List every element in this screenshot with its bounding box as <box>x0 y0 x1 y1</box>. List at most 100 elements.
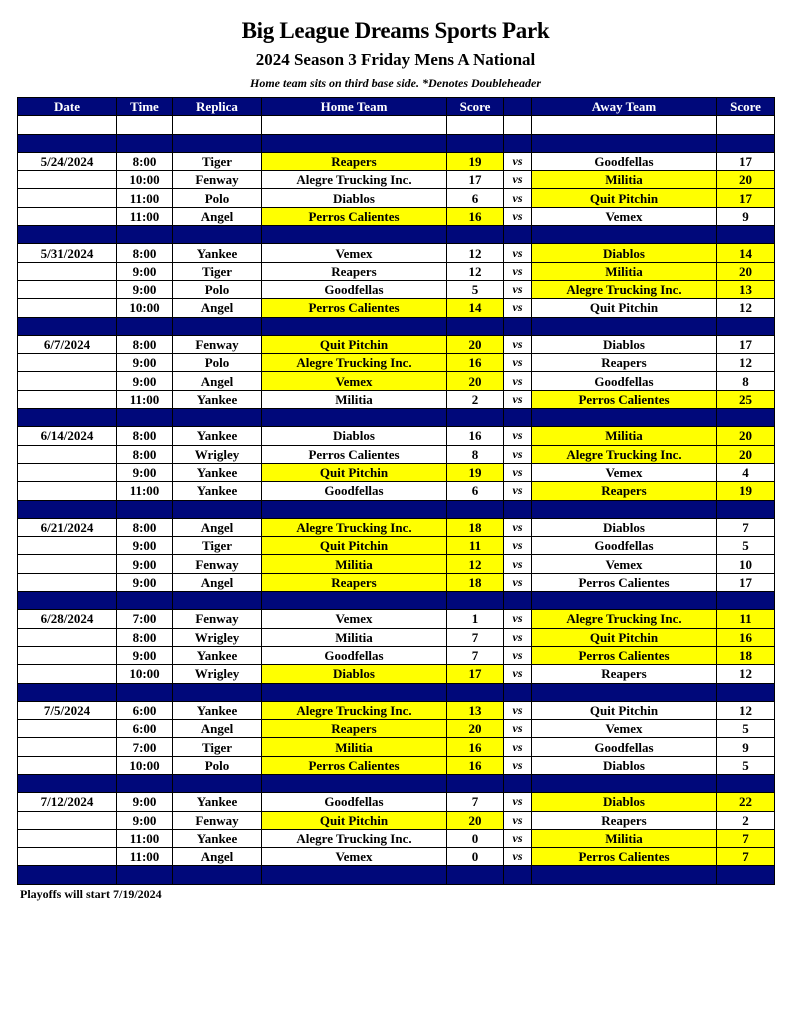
away-score: 13 <box>716 279 775 300</box>
game-row: 10:00 Fenway Alegre Trucking Inc. 17 vs Milit… <box>17 170 775 190</box>
home-score: 13 <box>446 700 504 721</box>
vs-label: vs <box>503 755 532 775</box>
game-row: 6/28/2024 7:00 Fenway Vemex 1 vs Alegre Trucki… <box>17 609 775 629</box>
vs-label: vs <box>503 444 532 464</box>
empty-cell <box>716 499 775 519</box>
away-score: 5 <box>716 755 775 775</box>
game-time: 11:00 <box>116 828 173 849</box>
empty-cell <box>531 682 717 702</box>
home-team: Goodfellas <box>261 481 447 501</box>
empty-cell <box>531 316 717 336</box>
game-time: 8:00 <box>116 426 173 446</box>
vs-label: vs <box>503 353 532 373</box>
empty-cell <box>446 591 504 611</box>
game-date: 7/5/2024 <box>17 700 117 721</box>
home-score: 1 <box>446 609 504 629</box>
away-score: 12 <box>716 700 775 721</box>
away-score: 19 <box>716 481 775 501</box>
game-row: 5/31/2024 8:00 Yankee Vemex 12 vs Diablos 14 <box>17 243 775 263</box>
away-score: 12 <box>716 353 775 373</box>
empty-cell <box>261 115 447 135</box>
away-score: 20 <box>716 170 775 190</box>
empty-cell <box>716 225 775 245</box>
vs-label: vs <box>503 389 532 410</box>
away-team: Quit Pitchin <box>531 188 717 208</box>
home-score: 18 <box>446 517 504 538</box>
empty-cell <box>446 225 504 245</box>
empty-cell <box>261 499 447 519</box>
home-team: Alegre Trucking Inc. <box>261 517 447 538</box>
schedule-table: Date Time Replica Home Team Score Away T… <box>17 96 775 885</box>
away-team: Goodfellas <box>531 371 717 391</box>
game-replica: Yankee <box>172 426 262 446</box>
game-row: 6/21/2024 8:00 Angel Alegre Trucking Inc. 18… <box>17 517 775 538</box>
vs-label: vs <box>503 737 532 757</box>
game-row: 11:00 Yankee Goodfellas 6 vs Reapers 19 <box>17 481 775 501</box>
home-team: Vemex <box>261 243 447 263</box>
game-row: 7/12/2024 9:00 Yankee Goodfellas 7 vs Diablos 2… <box>17 792 775 812</box>
game-time: 11:00 <box>116 188 173 208</box>
home-team: Alegre Trucking Inc. <box>261 700 447 721</box>
away-score: 17 <box>716 188 775 208</box>
game-date <box>17 481 117 501</box>
empty-cell <box>531 133 717 153</box>
away-score: 10 <box>716 554 775 574</box>
home-score: 7 <box>446 792 504 812</box>
game-replica: Polo <box>172 755 262 775</box>
home-team: Militia <box>261 627 447 647</box>
game-date <box>17 810 117 830</box>
away-team: Reapers <box>531 810 717 830</box>
game-date <box>17 737 117 757</box>
away-score: 7 <box>716 847 775 867</box>
game-row: 6/7/2024 8:00 Fenway Quit Pitchin 20 vs Diablo… <box>17 334 775 355</box>
empty-cell <box>531 499 717 519</box>
home-score: 16 <box>446 737 504 757</box>
empty-cell <box>172 591 262 611</box>
empty-cell <box>17 682 117 702</box>
game-replica: Tiger <box>172 536 262 556</box>
home-team: Diablos <box>261 664 447 684</box>
game-row: 8:00 Wrigley Militia 7 vs Quit Pitchin 16 <box>17 627 775 647</box>
game-date <box>17 298 117 318</box>
home-score: 16 <box>446 755 504 775</box>
away-team: Militia <box>531 261 717 281</box>
home-team: Perros Calientes <box>261 755 447 775</box>
game-replica: Yankee <box>172 645 262 666</box>
home-score: 20 <box>446 371 504 391</box>
col-replica: Replica <box>172 96 262 117</box>
home-score: 12 <box>446 554 504 574</box>
away-team: Perros Calientes <box>531 847 717 867</box>
home-score: 0 <box>446 828 504 849</box>
away-score: 16 <box>716 627 775 647</box>
game-replica: Polo <box>172 279 262 300</box>
spacer-row <box>17 316 775 336</box>
game-date <box>17 371 117 391</box>
empty-cell <box>716 773 775 794</box>
spacer-row <box>17 499 775 519</box>
game-row: 11:00 Angel Vemex 0 vs Perros Calientes 7 <box>17 847 775 867</box>
empty-cell <box>261 865 447 885</box>
home-team: Reapers <box>261 151 447 172</box>
away-team: Diablos <box>531 334 717 355</box>
game-time: 11:00 <box>116 389 173 410</box>
away-team: Alegre Trucking Inc. <box>531 609 717 629</box>
empty-cell <box>503 133 532 153</box>
home-score: 8 <box>446 444 504 464</box>
game-replica: Angel <box>172 371 262 391</box>
empty-cell <box>17 408 117 428</box>
game-replica: Fenway <box>172 810 262 830</box>
home-score: 12 <box>446 261 504 281</box>
vs-label: vs <box>503 170 532 190</box>
away-score: 20 <box>716 444 775 464</box>
home-team: Goodfellas <box>261 645 447 666</box>
empty-cell <box>531 225 717 245</box>
away-team: Perros Calientes <box>531 389 717 410</box>
game-time: 11:00 <box>116 206 173 227</box>
game-date: 5/24/2024 <box>17 151 117 172</box>
game-row: 10:00 Wrigley Diablos 17 vs Reapers 12 <box>17 664 775 684</box>
vs-label: vs <box>503 847 532 867</box>
home-team: Perros Calientes <box>261 444 447 464</box>
game-replica: Tiger <box>172 151 262 172</box>
home-team: Perros Calientes <box>261 206 447 227</box>
away-team: Militia <box>531 170 717 190</box>
